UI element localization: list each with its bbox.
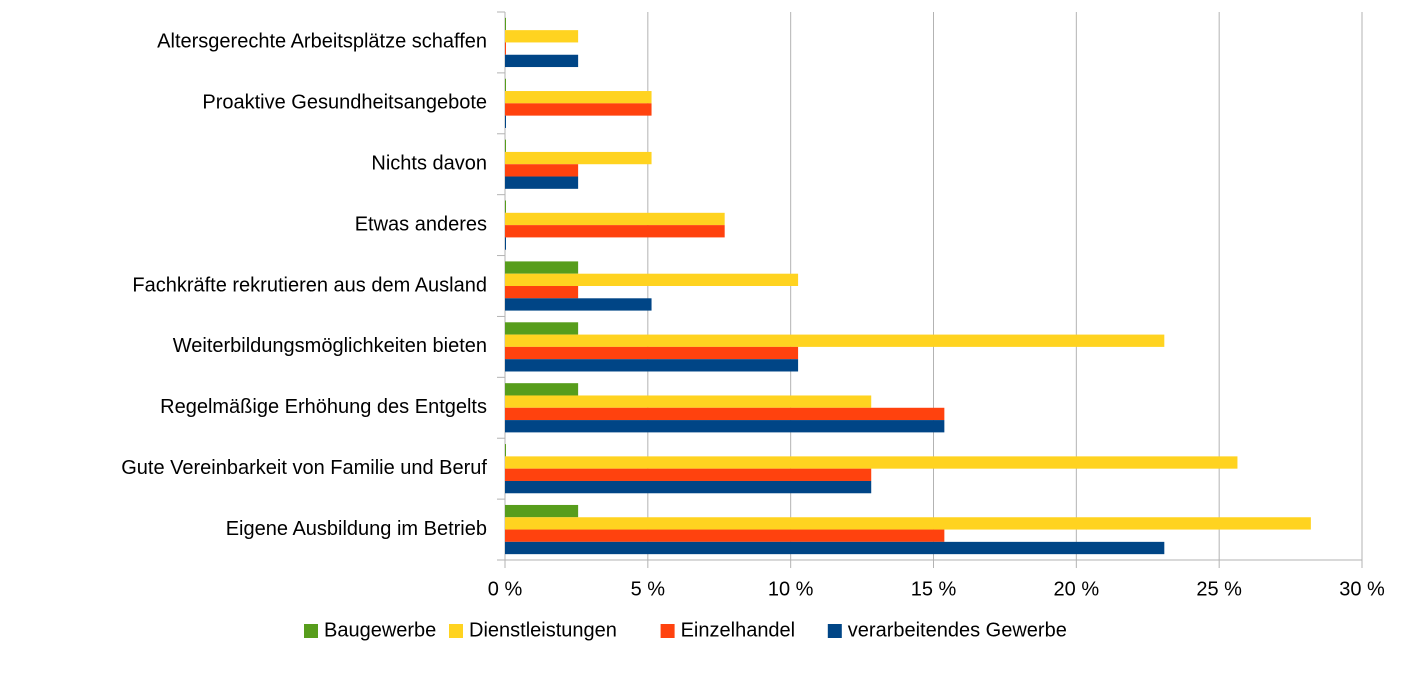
y-tick-label: Weiterbildungsmöglichkeiten bieten	[173, 335, 487, 357]
x-tick-label: 10 %	[768, 578, 814, 600]
bar	[505, 504, 579, 518]
bar	[505, 261, 579, 274]
y-tick-label: Etwas anderes	[355, 213, 487, 235]
bar	[505, 237, 506, 250]
y-tick-label: Fachkräfte rekrutieren aus dem Ausland	[132, 274, 487, 296]
bar	[505, 17, 506, 31]
bar	[505, 225, 725, 238]
bar	[505, 395, 872, 408]
bar	[505, 42, 506, 55]
x-tick-label: 30 %	[1339, 578, 1385, 600]
bar	[505, 383, 579, 396]
bar	[505, 286, 579, 299]
legend-swatch	[827, 624, 842, 638]
y-tick-label: Regelmäßige Erhöhung des Entgelts	[160, 396, 487, 418]
y-tick-label: Proaktive Gesundheitsangebote	[202, 92, 487, 114]
y-tick-label: Eigene Ausbildung im Betrieb	[226, 518, 487, 540]
legend-swatch	[449, 624, 463, 638]
bar	[505, 115, 506, 128]
y-tick-label: Nichts davon	[371, 153, 487, 175]
bar	[505, 541, 1165, 555]
legend-swatch	[304, 624, 318, 638]
bar	[505, 334, 1165, 347]
bar	[505, 468, 872, 481]
x-tick-label: 5 %	[631, 578, 666, 600]
bar	[505, 298, 652, 311]
bar	[505, 78, 506, 92]
x-tick-label: 25 %	[1196, 578, 1242, 600]
bar	[505, 103, 652, 116]
bar	[505, 322, 579, 335]
bar	[505, 212, 725, 226]
x-tick-label: 0 %	[488, 578, 523, 600]
bar	[505, 30, 579, 43]
bar	[505, 151, 652, 165]
bar	[505, 517, 1311, 530]
bar	[505, 200, 506, 213]
legend-swatch	[660, 624, 675, 638]
legend-label: verarbeitendes Gewerbe	[848, 619, 1067, 641]
legend-label: Baugewerbe	[324, 619, 436, 641]
bar	[505, 176, 579, 189]
bar	[505, 91, 652, 104]
y-tick-label: Gute Vereinbarkeit von Familie und Beruf	[121, 457, 487, 479]
bar	[505, 139, 506, 152]
bar	[505, 407, 945, 421]
bar	[505, 529, 945, 542]
legend-label: Einzelhandel	[681, 619, 796, 641]
bar	[505, 359, 799, 372]
legend-label: Dienstleistungen	[469, 619, 617, 641]
x-tick-label: 20 %	[1054, 578, 1100, 600]
bar	[505, 480, 872, 494]
y-tick-label: Altersgerechte Arbeitsplätze schaffen	[157, 31, 487, 53]
bar	[505, 54, 579, 68]
bar	[505, 346, 799, 360]
bar	[505, 444, 506, 457]
bar	[505, 164, 579, 177]
bar	[505, 456, 1238, 469]
x-tick-label: 15 %	[911, 578, 957, 600]
bar	[505, 273, 799, 286]
bar	[505, 420, 945, 433]
